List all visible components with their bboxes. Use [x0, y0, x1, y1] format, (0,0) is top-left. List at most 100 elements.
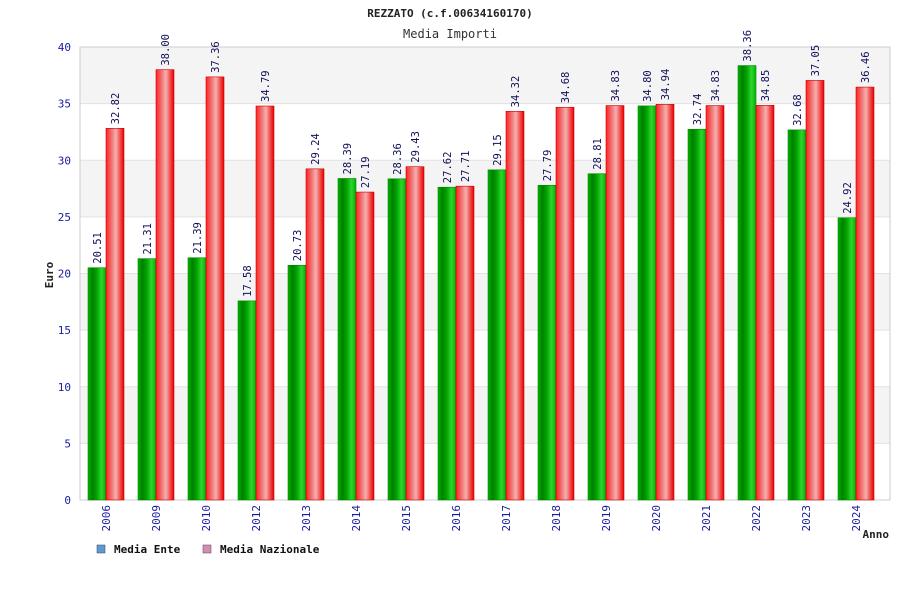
bar-media-nazionale-2023 — [805, 80, 825, 501]
data-label-media-nazionale-2019: 34.83 — [610, 70, 622, 102]
bar-media-nazionale-2009 — [155, 69, 175, 501]
bar-media-ente-2013 — [287, 264, 307, 501]
data-label-media-nazionale-2023: 37.05 — [810, 45, 822, 77]
bar-media-nazionale-2013 — [305, 168, 325, 501]
data-label-media-ente-2016: 27.62 — [442, 152, 454, 184]
data-label-media-ente-2017: 29.15 — [492, 134, 504, 166]
legend-swatch-media-nazionale — [202, 544, 212, 554]
bar-media-ente-2020 — [637, 105, 657, 501]
bar-media-ente-2023 — [787, 129, 807, 501]
x-tick-label-2024: 2024 — [850, 505, 863, 532]
bar-media-ente-2016 — [437, 186, 457, 501]
bar-media-ente-2018 — [537, 184, 557, 501]
x-tick-label-2017: 2017 — [500, 505, 513, 532]
data-label-media-nazionale-2016: 27.71 — [460, 151, 472, 183]
y-tick-label: 30 — [58, 154, 71, 167]
bar-media-ente-2019 — [587, 173, 607, 501]
bar-media-ente-2012 — [237, 300, 257, 501]
x-tick-label-2016: 2016 — [450, 505, 463, 532]
plot-area-border — [79, 46, 891, 501]
x-tick-label-2022: 2022 — [750, 505, 763, 532]
y-axis-label: Euro — [43, 261, 56, 288]
x-tick-label-2023: 2023 — [800, 505, 813, 532]
bar-media-ente-2014 — [337, 178, 357, 501]
y-tick-label: 40 — [58, 41, 71, 54]
legend-label-media-ente: Media Ente — [114, 543, 181, 556]
bar-media-nazionale-2006 — [105, 128, 125, 501]
x-axis-label: Anno — [863, 528, 890, 541]
bar-media-nazionale-2017 — [505, 111, 525, 501]
data-label-media-ente-2022: 38.36 — [742, 30, 754, 62]
data-label-media-ente-2010: 21.39 — [192, 222, 204, 254]
data-label-media-ente-2006: 20.51 — [92, 232, 104, 264]
data-label-media-ente-2021: 32.74 — [692, 94, 704, 126]
data-label-media-ente-2012: 17.58 — [242, 265, 254, 297]
x-tick-label-2021: 2021 — [700, 505, 713, 532]
data-label-media-nazionale-2015: 29.43 — [410, 131, 422, 163]
bar-media-nazionale-2022 — [755, 105, 775, 501]
bar-media-nazionale-2021 — [705, 105, 725, 501]
chart-title: REZZATO (c.f.00634160170) — [367, 7, 533, 20]
data-label-media-nazionale-2020: 34.94 — [660, 69, 672, 101]
data-label-media-nazionale-2017: 34.32 — [510, 76, 522, 108]
bar-media-ente-2024 — [837, 217, 857, 501]
data-label-media-nazionale-2018: 34.68 — [560, 72, 572, 104]
bar-media-ente-2015 — [387, 178, 407, 501]
y-tick-label: 0 — [64, 494, 71, 507]
data-label-media-nazionale-2010: 37.36 — [210, 41, 222, 73]
y-tick-label: 5 — [64, 437, 71, 450]
x-tick-label-2009: 2009 — [150, 505, 163, 532]
x-tick-label-2012: 2012 — [250, 505, 263, 532]
bar-media-nazionale-2015 — [405, 166, 425, 501]
y-tick-label: 20 — [58, 268, 71, 281]
data-label-media-ente-2019: 28.81 — [592, 138, 604, 170]
bar-media-nazionale-2024 — [855, 86, 875, 501]
x-tick-label-2020: 2020 — [650, 505, 663, 532]
data-label-media-nazionale-2006: 32.82 — [110, 93, 122, 125]
data-label-media-ente-2009: 21.31 — [142, 223, 154, 255]
bar-media-nazionale-2016 — [455, 185, 475, 501]
x-axis: 2006 2009 2010 2012 2013 2014 2015 2016 2017 2018… — [100, 505, 863, 532]
chart-subtitle: Media Importi — [403, 27, 497, 41]
data-label-media-ente-2014: 28.39 — [342, 143, 354, 175]
x-tick-label-2013: 2013 — [300, 505, 313, 532]
data-label-media-nazionale-2013: 29.24 — [310, 133, 322, 165]
legend: Media Ente Media Nazionale — [96, 543, 320, 556]
x-tick-label-2018: 2018 — [550, 505, 563, 532]
x-tick-label-2010: 2010 — [200, 505, 213, 532]
legend-swatch-media-ente — [96, 544, 106, 554]
data-label-media-ente-2015: 28.36 — [392, 143, 404, 175]
bar-media-ente-2009 — [137, 258, 157, 501]
data-label-media-ente-2020: 34.80 — [642, 70, 654, 102]
data-label-media-ente-2024: 24.92 — [842, 182, 854, 214]
y-tick-label: 25 — [58, 211, 71, 224]
x-tick-label-2014: 2014 — [350, 505, 363, 532]
data-label-media-nazionale-2009: 38.00 — [160, 34, 172, 66]
data-label-media-nazionale-2014: 27.19 — [360, 156, 372, 188]
data-label-media-nazionale-2021: 34.83 — [710, 70, 722, 102]
data-label-media-nazionale-2024: 36.46 — [860, 51, 872, 83]
y-tick-label: 35 — [58, 98, 71, 111]
bar-media-nazionale-2014 — [355, 191, 375, 501]
bar-media-ente-2017 — [487, 169, 507, 501]
x-tick-label-2006: 2006 — [100, 505, 113, 532]
y-axis: 0 5 10 15 20 25 30 35 40 — [58, 41, 71, 507]
bar-media-nazionale-2010 — [205, 76, 225, 501]
bar-media-nazionale-2012 — [255, 105, 275, 501]
y-tick-label: 15 — [58, 324, 71, 337]
bar-media-nazionale-2019 — [605, 105, 625, 501]
bar-media-nazionale-2018 — [555, 106, 575, 501]
data-label-media-ente-2013: 20.73 — [292, 230, 304, 262]
x-tick-label-2015: 2015 — [400, 505, 413, 532]
bar-series: 20.51 32.82 21.31 38.00 21.39 37.36 17.58 34.79… — [87, 30, 875, 501]
bar-media-ente-2021 — [687, 128, 707, 501]
data-label-media-ente-2023: 32.68 — [792, 94, 804, 126]
data-label-media-ente-2018: 27.79 — [542, 150, 554, 182]
bar-media-nazionale-2020 — [655, 104, 675, 501]
data-label-media-nazionale-2022: 34.85 — [760, 70, 772, 102]
y-tick-label: 10 — [58, 381, 71, 394]
legend-label-media-nazionale: Media Nazionale — [220, 543, 320, 556]
bar-media-ente-2022 — [737, 65, 757, 501]
bar-media-ente-2006 — [87, 267, 107, 501]
